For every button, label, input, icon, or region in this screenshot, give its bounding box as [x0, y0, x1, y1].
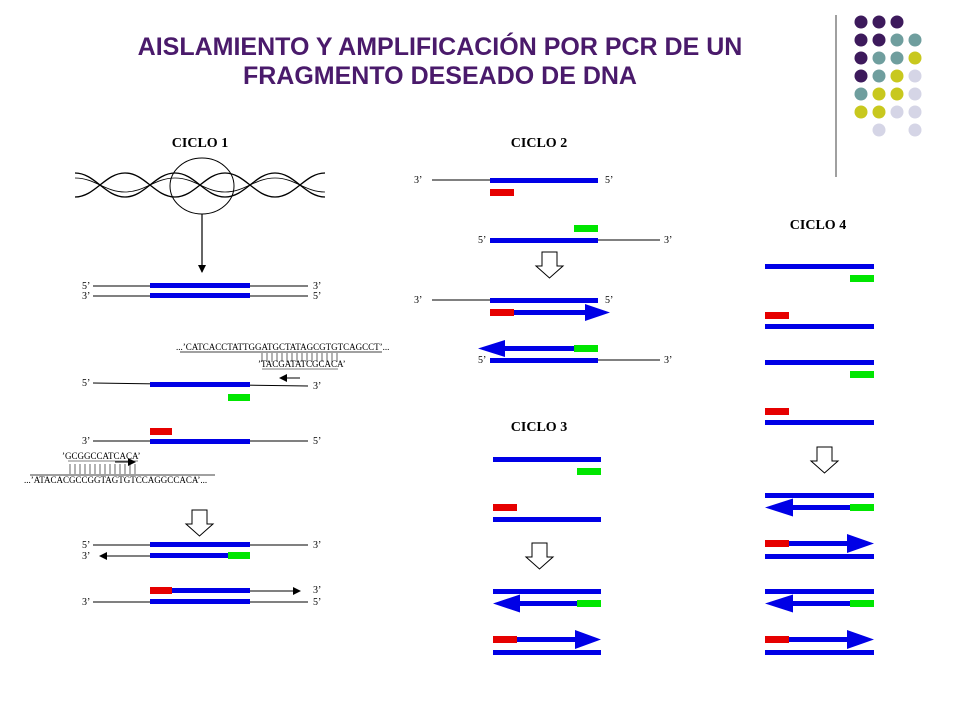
- c2-strand-4-extended: 5’ 3’: [478, 340, 672, 366]
- decorative-dot: [890, 33, 904, 47]
- end-label-3: 3’: [664, 235, 672, 246]
- cycle-4-heading: CICLO 4: [790, 218, 846, 233]
- decorative-dot: [890, 51, 904, 65]
- end-label-5: 5’: [313, 291, 321, 302]
- end-label-3: 3’: [82, 597, 90, 608]
- end-label-5: 5’: [605, 175, 613, 186]
- cycle-3-heading: CICLO 3: [511, 420, 567, 435]
- decorative-dot-grid: [854, 15, 922, 137]
- c4-strand-7-extended: [765, 589, 874, 613]
- end-label-3: 3’: [313, 540, 321, 551]
- c4-strand-8-extended: [765, 630, 874, 655]
- end-label-3: 3’: [313, 585, 321, 596]
- end-label-5: 5’: [82, 540, 90, 551]
- c4-strand-4: [765, 408, 874, 425]
- decorative-dot: [872, 123, 886, 137]
- decorative-dot: [890, 69, 904, 83]
- end-label-5: 5’: [478, 235, 486, 246]
- slide-title-line-1: AISLAMIENTO Y AMPLIFICACIÓN POR PCR DE U…: [138, 31, 743, 61]
- c3-strand-1: [493, 457, 601, 475]
- end-label-3: 3’: [414, 175, 422, 186]
- end-label-3: 3’: [414, 295, 422, 306]
- c3-strand-4-extended: [493, 630, 601, 655]
- decorative-dot: [890, 87, 904, 101]
- decorative-dot: [872, 87, 886, 101]
- c1-strand-top-with-primer: 5’ 3’: [82, 378, 321, 401]
- double-helix-dna: [74, 172, 326, 198]
- decorative-dot: [872, 33, 886, 47]
- decorative-dot: [890, 15, 904, 29]
- template-sequence-top: ...’CATCACCTATTGGATGCTATAGCGTGTCAGCCT’..…: [176, 342, 389, 352]
- decorative-dot: [854, 15, 868, 29]
- c1-extended-strand-top: 5’ 3’ 3’: [82, 540, 321, 562]
- c4-strand-3: [765, 360, 874, 378]
- c2-strand-2: 5’ 3’: [478, 225, 672, 246]
- decorative-dot: [890, 105, 904, 119]
- c2-strand-3-extended: 3’ 5’: [414, 295, 613, 321]
- decorative-dot: [854, 69, 868, 83]
- cycle-1-heading: CICLO 1: [172, 136, 228, 151]
- end-label-3: 3’: [82, 436, 90, 447]
- cycle-2-heading: CICLO 2: [511, 136, 567, 151]
- c4-strand-6-extended: [765, 534, 874, 559]
- end-label-3: 3’: [664, 355, 672, 366]
- decorative-dot: [854, 105, 868, 119]
- primer-sequence-reverse: ’TACGATATCGCACA’: [258, 359, 346, 369]
- end-label-5: 5’: [82, 378, 90, 389]
- c1-duplex: 5’ 3’ 3’ 5’: [82, 281, 321, 302]
- decorative-dot: [908, 33, 922, 47]
- decorative-dot: [908, 123, 922, 137]
- template-sequence-bottom: ...’ATACACGCCGGTAGTGTCCAGGCCACA’...: [24, 475, 207, 485]
- primer-sequence-top: ...’CATCACCTATTGGATGCTATAGCGTGTCAGCCT’..…: [176, 342, 389, 382]
- decorative-dot: [872, 69, 886, 83]
- decorative-dot: [872, 51, 886, 65]
- decorative-dot: [908, 69, 922, 83]
- decorative-dot: [854, 33, 868, 47]
- c3-strand-2: [493, 504, 601, 522]
- c4-strand-5-extended: [765, 493, 874, 517]
- c2-strand-1: 3’ 5’: [414, 175, 613, 196]
- slide-title-line-2: FRAGMENTO DESEADO DE DNA: [243, 62, 637, 90]
- c4-strand-1: [765, 264, 874, 282]
- decorative-dot: [908, 51, 922, 65]
- end-label-5: 5’: [478, 355, 486, 366]
- c4-strand-2: [765, 312, 874, 329]
- decorative-dot: [872, 15, 886, 29]
- end-label-5: 5’: [313, 436, 321, 447]
- process-down-arrow: [184, 509, 215, 537]
- decorative-dot: [854, 87, 868, 101]
- process-down-arrow: [534, 251, 565, 279]
- end-label-5: 5’: [605, 295, 613, 306]
- primer-sequence-bottom: ’GCGGCCATCACA’ ...’ATACACGCCGGTAGTGTCCAG…: [24, 451, 215, 485]
- c3-strand-3-extended: [493, 589, 601, 613]
- end-label-3: 3’: [82, 291, 90, 302]
- end-label-3: 3’: [82, 551, 90, 562]
- decorative-dot: [854, 51, 868, 65]
- end-label-3: 3’: [313, 381, 321, 392]
- decorative-dot: [908, 105, 922, 119]
- end-label-5: 5’: [313, 597, 321, 608]
- decorative-dot: [908, 87, 922, 101]
- process-down-arrow: [809, 446, 840, 474]
- primer-sequence-forward: ’GCGGCCATCACA’: [62, 451, 141, 461]
- c1-extended-strand-bottom: 3’ 3’ 5’: [82, 585, 321, 608]
- c1-strand-bottom-with-primer: 3’ 5’: [82, 428, 321, 447]
- end-label-5: 5’: [82, 281, 90, 292]
- end-label-3: 3’: [313, 281, 321, 292]
- process-down-arrow: [524, 542, 555, 570]
- decorative-dot: [872, 105, 886, 119]
